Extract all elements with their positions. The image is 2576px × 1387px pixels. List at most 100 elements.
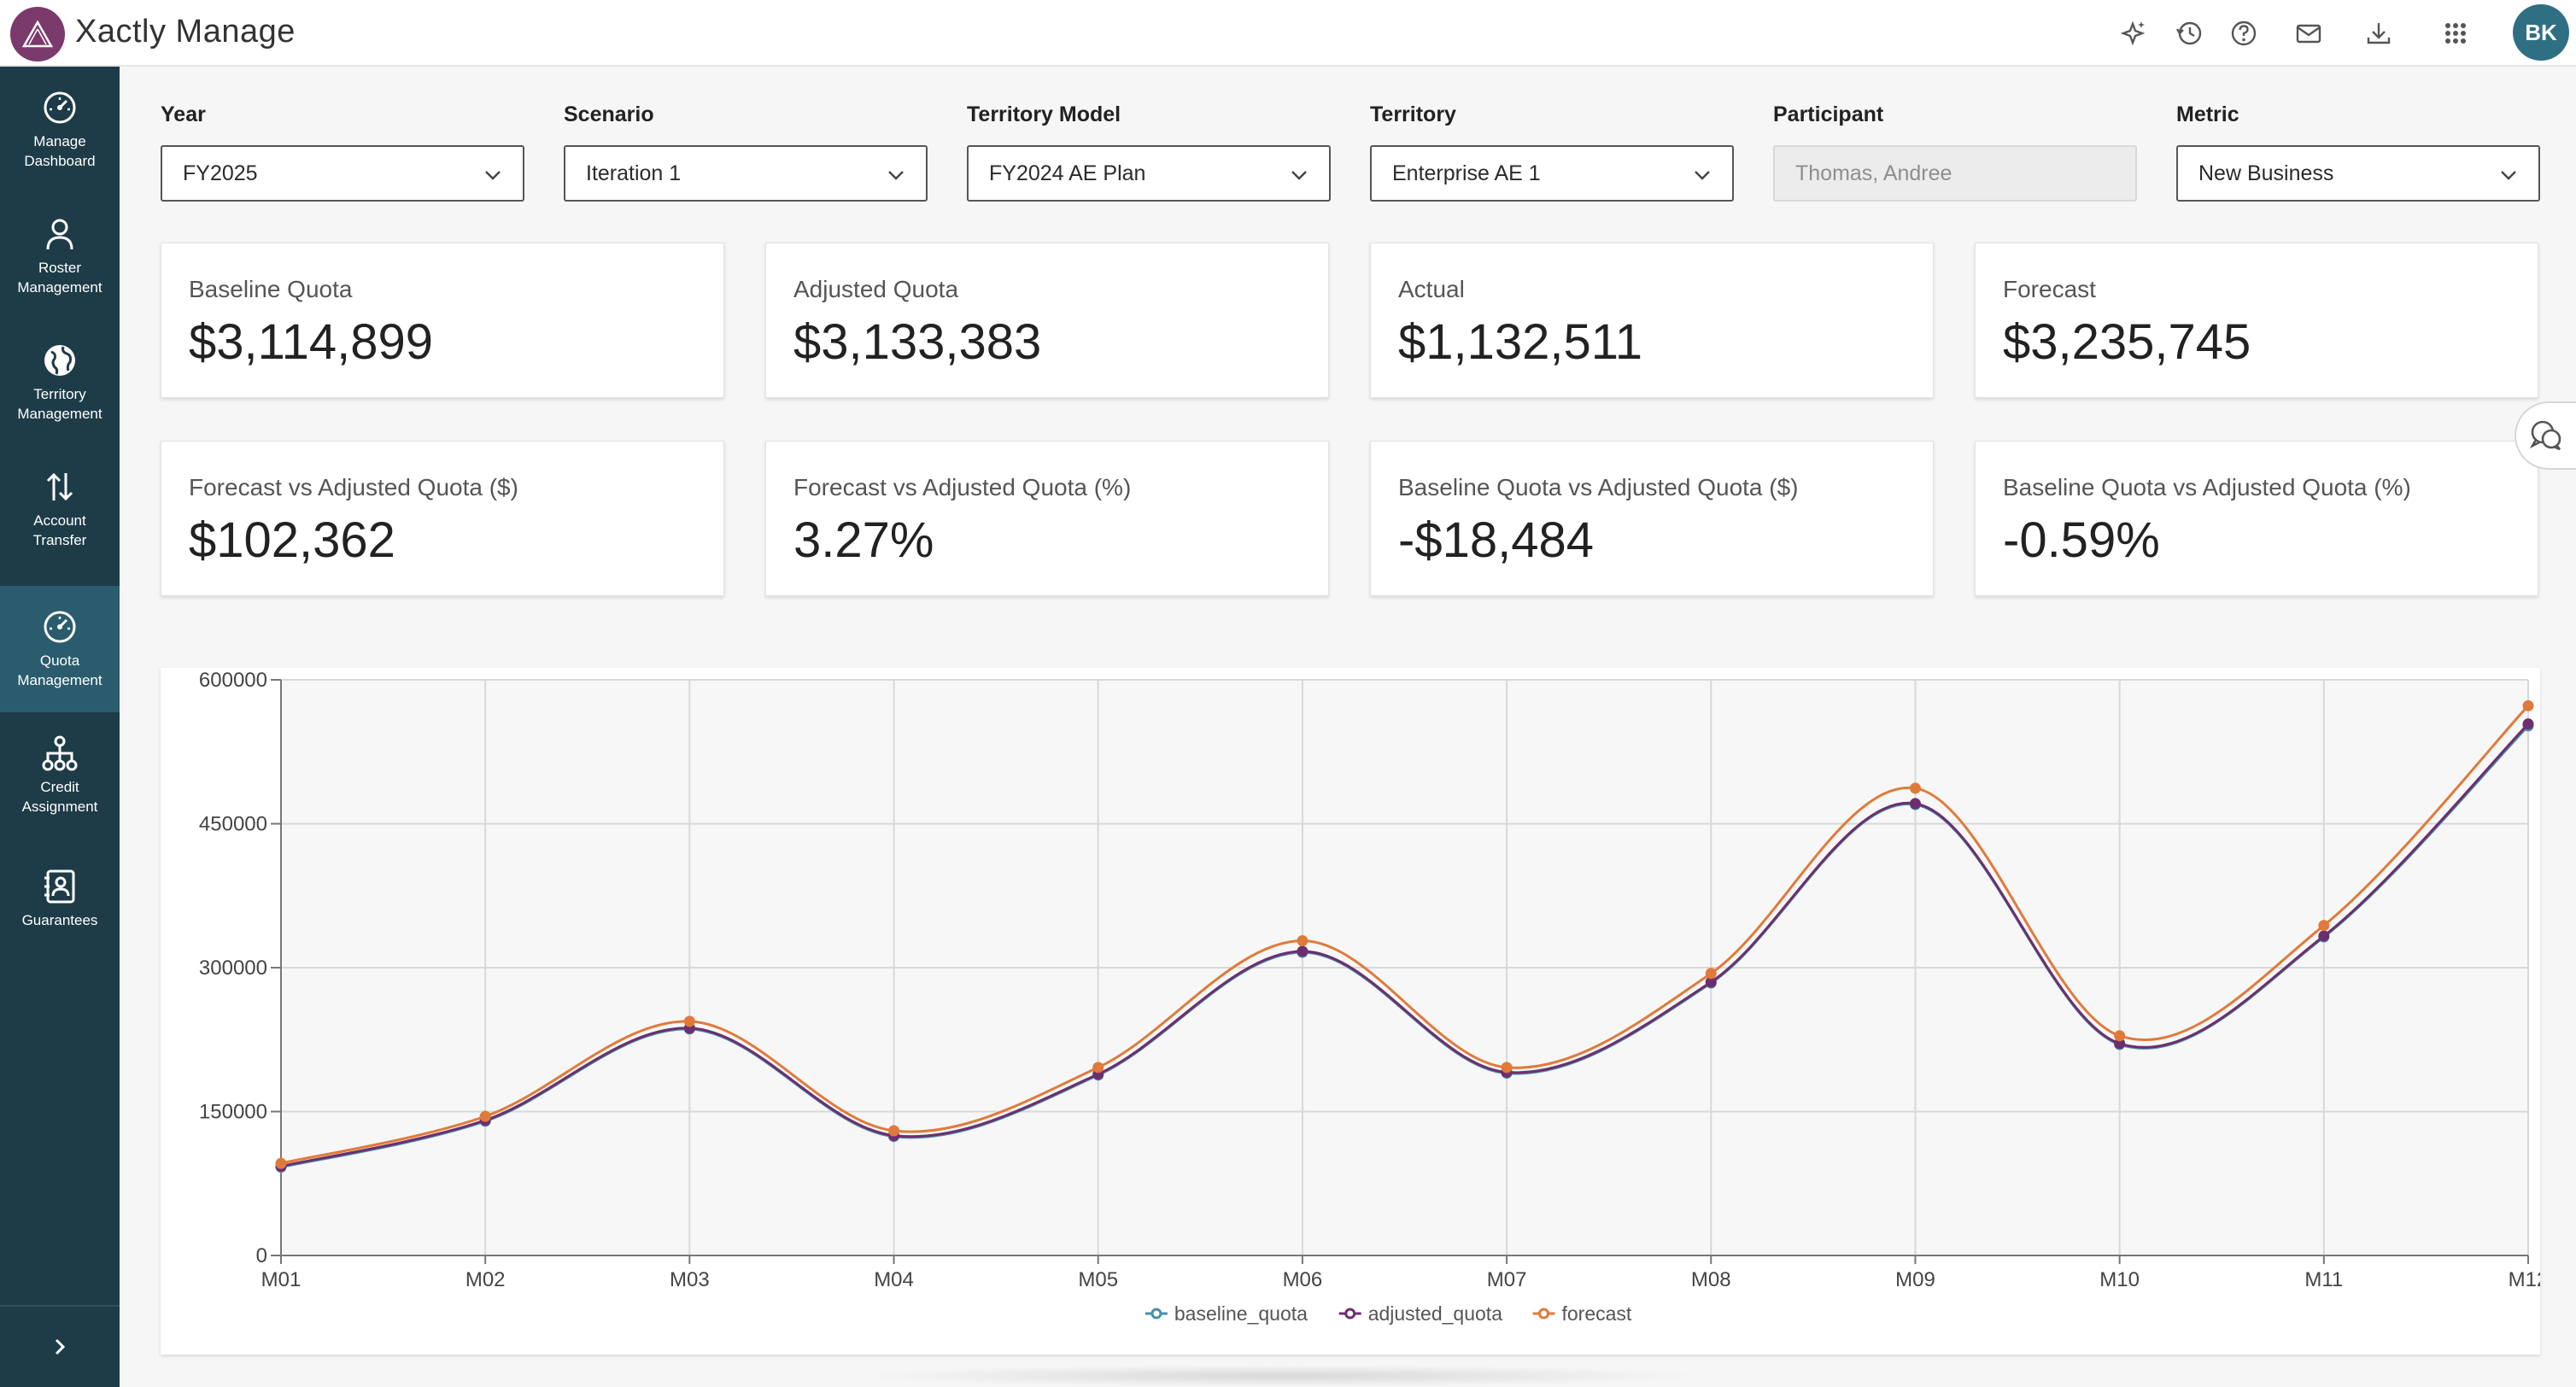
select-value: New Business <box>2198 161 2334 185</box>
legend-swatch-marker <box>1150 1308 1162 1320</box>
data-point-adjusted_quota <box>2114 1038 2126 1050</box>
select-value: FY2025 <box>183 161 258 185</box>
quota-line-chart: 0 150000 300000 450000 600000 M01 M02 M03 M04 M05… <box>161 668 2540 1355</box>
sidebar-item-guarantees[interactable]: Guarantees <box>0 835 120 962</box>
chevron-right-icon <box>55 1338 66 1355</box>
y-tick-label: 0 <box>256 1244 267 1267</box>
kpi-label: Actual <box>1398 276 1465 302</box>
sidebar-item-label: Credit Assignment <box>21 779 98 815</box>
kpi-label: Adjusted Quota <box>793 276 959 302</box>
data-point-adjusted_quota <box>1909 798 1921 810</box>
sidebar-item-label: Manage Dashboard <box>24 133 96 169</box>
user-avatar[interactable]: BK <box>2513 4 2569 61</box>
participant-field: Thomas, Andree <box>1773 145 2137 202</box>
sidebar-item-account-transfer[interactable]: Account Transfer <box>0 446 120 572</box>
kpi-card-baseline-vs-adjusted-dollars: Baseline Quota vs Adjusted Quota ($) -$1… <box>1370 441 1934 596</box>
x-tick-label: M07 <box>1487 1268 1527 1291</box>
person-icon <box>46 219 73 250</box>
select-value: Enterprise AE 1 <box>1392 161 1541 185</box>
territory-select[interactable]: Enterprise AE 1 <box>1370 145 1734 202</box>
kpi-value: $3,235,745 <box>2003 314 2251 370</box>
filter-year: Year FY2025 <box>161 102 524 202</box>
data-point-forecast <box>2318 920 2330 932</box>
data-point-adjusted_quota <box>1297 945 1308 957</box>
sidebar-item-roster-management[interactable]: Roster Management <box>0 193 120 319</box>
data-point-adjusted_quota <box>1705 976 1717 988</box>
hierarchy-icon <box>42 735 78 771</box>
data-point-forecast <box>1092 1062 1104 1074</box>
data-point-forecast <box>2114 1030 2126 1042</box>
chevron-down-icon <box>485 171 501 180</box>
legend-swatch-marker <box>1344 1308 1356 1320</box>
filter-participant: Participant Thomas, Andree <box>1773 102 2137 202</box>
chat-assistant-button[interactable] <box>2515 401 2576 470</box>
kpi-label: Forecast vs Adjusted Quota (%) <box>793 474 1132 500</box>
filter-label: Territory Model <box>967 102 1121 126</box>
top-header: Xactly Manage BK <box>0 0 2576 67</box>
filter-label: Year <box>161 102 206 126</box>
data-point-adjusted_quota <box>2318 930 2330 942</box>
bottom-shadow <box>854 1365 1708 1387</box>
data-point-forecast <box>1501 1062 1513 1074</box>
kpi-value: $102,362 <box>189 512 395 568</box>
download-icon[interactable] <box>2362 17 2395 50</box>
history-icon[interactable] <box>2173 17 2205 50</box>
mail-icon[interactable] <box>2292 17 2325 50</box>
globe-icon <box>44 345 75 376</box>
x-tick-label: M12 <box>2509 1268 2540 1291</box>
filter-territory-model: Territory Model FY2024 AE Plan <box>967 102 1331 202</box>
data-point-forecast <box>888 1125 900 1137</box>
metric-select[interactable]: New Business <box>2176 145 2540 202</box>
filter-label: Scenario <box>564 102 654 126</box>
kpi-card-forecast-vs-adjusted-dollars: Forecast vs Adjusted Quota ($) $102,362 <box>161 441 724 596</box>
kpi-label: Baseline Quota vs Adjusted Quota ($) <box>1398 474 1799 500</box>
x-tick-label: M03 <box>670 1268 710 1291</box>
data-point-forecast <box>1705 968 1717 980</box>
help-icon[interactable] <box>2228 17 2260 50</box>
filter-scenario: Scenario Iteration 1 <box>564 102 928 202</box>
kpi-card-baseline-quota: Baseline Quota $3,114,899 <box>161 243 724 398</box>
kpi-value: $3,114,899 <box>189 314 433 370</box>
kpi-card-forecast: Forecast $3,235,745 <box>1975 243 2538 398</box>
data-point-forecast <box>275 1157 287 1169</box>
year-select[interactable]: FY2025 <box>161 145 524 202</box>
chevron-down-icon <box>888 171 904 180</box>
xactly-logo[interactable] <box>10 7 65 61</box>
scenario-select[interactable]: Iteration 1 <box>564 145 928 202</box>
select-value: Iteration 1 <box>586 161 682 185</box>
kpi-card-forecast-vs-adjusted-percent: Forecast vs Adjusted Quota (%) 3.27% <box>765 441 1329 596</box>
chevron-down-icon <box>1695 171 1710 180</box>
x-tick-label: M11 <box>2304 1268 2343 1291</box>
apps-grid-icon[interactable] <box>2439 17 2472 50</box>
sparkle-icon[interactable] <box>2116 17 2149 50</box>
gauge-icon <box>44 91 76 124</box>
x-tick-label: M10 <box>2099 1268 2140 1291</box>
legend-label: forecast <box>1562 1302 1632 1325</box>
data-point-forecast <box>683 1015 695 1027</box>
sidebar-item-manage-dashboard[interactable]: Manage Dashboard <box>0 67 120 193</box>
x-tick-label: M09 <box>1895 1268 1935 1291</box>
sidebar-item-territory-management[interactable]: Territory Management <box>0 319 120 446</box>
sidebar-item-credit-assignment[interactable]: Credit Assignment <box>0 712 120 839</box>
x-tick-label: M08 <box>1691 1268 1731 1291</box>
data-point-forecast <box>1909 782 1921 794</box>
sidebar-item-label: Quota Management <box>17 653 102 688</box>
chat-bubbles-icon <box>2529 420 2561 451</box>
legend-swatch-marker <box>1538 1308 1549 1320</box>
transfer-arrows-icon <box>46 472 73 501</box>
kpi-value: $1,132,511 <box>1398 314 1642 370</box>
kpi-label: Baseline Quota vs Adjusted Quota (%) <box>2003 474 2411 500</box>
contact-book-icon <box>44 869 75 903</box>
y-tick-label: 150000 <box>199 1101 267 1124</box>
x-tick-label: M05 <box>1078 1268 1118 1291</box>
territory-model-select[interactable]: FY2024 AE Plan <box>967 145 1331 202</box>
chart-svg: 0 150000 300000 450000 600000 M01 M02 M03 M04 M05… <box>199 669 2540 1325</box>
y-tick-label: 600000 <box>199 669 267 692</box>
app-title: Xactly Manage <box>75 14 296 50</box>
sidebar-item-quota-management[interactable]: Quota Management <box>0 586 120 712</box>
x-tick-label: M02 <box>465 1268 506 1291</box>
select-value: Thomas, Andree <box>1795 161 1952 185</box>
sidebar-collapse-button[interactable] <box>0 1305 120 1387</box>
x-tick-label: M04 <box>874 1268 914 1291</box>
kpi-value: -$18,484 <box>1398 512 1594 568</box>
